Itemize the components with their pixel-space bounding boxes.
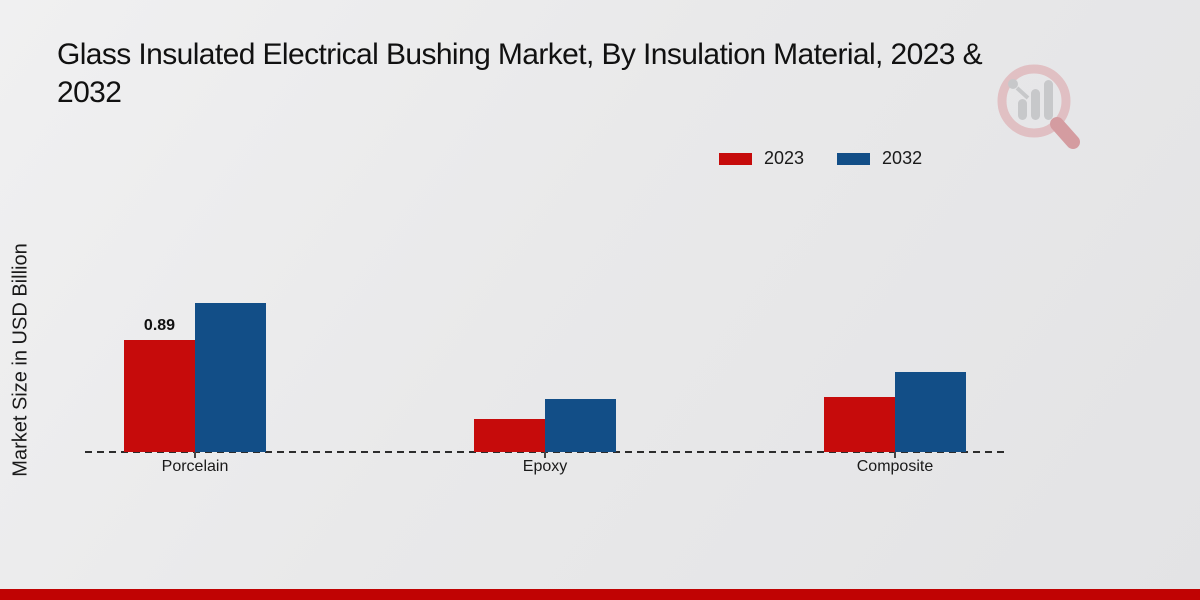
page-title: Glass Insulated Electrical Bushing Marke… bbox=[57, 38, 983, 109]
x-axis-label-composite: Composite bbox=[856, 458, 934, 475]
x-axis-tick-porcelain bbox=[194, 452, 196, 458]
bar-2023-epoxy bbox=[474, 419, 545, 452]
legend-swatch-2023 bbox=[719, 152, 752, 165]
x-axis-tick-epoxy bbox=[544, 452, 546, 458]
x-axis-baseline bbox=[85, 451, 1007, 453]
x-axis-tick-composite bbox=[894, 452, 896, 458]
bar-2032-porcelain bbox=[195, 303, 266, 452]
bar-value-label-porcelain-2023: 0.89 bbox=[143, 317, 176, 334]
bar-2023-composite bbox=[824, 397, 895, 452]
bar-2032-epoxy bbox=[545, 399, 616, 452]
legend: 2023 2032 bbox=[719, 148, 922, 169]
x-axis-label-epoxy: Epoxy bbox=[522, 458, 568, 475]
legend-item-2023: 2023 bbox=[719, 148, 804, 169]
footer-accent-bar bbox=[0, 589, 1200, 600]
legend-swatch-2032 bbox=[837, 152, 871, 165]
legend-label-2023: 2023 bbox=[764, 148, 805, 168]
bar-2032-composite bbox=[895, 372, 966, 452]
legend-item-2032: 2032 bbox=[837, 148, 922, 169]
legend-label-2032: 2032 bbox=[882, 148, 923, 168]
magnifier-bar-chart-logo-icon bbox=[990, 55, 1086, 151]
x-axis-label-porcelain: Porcelain bbox=[161, 458, 229, 475]
bar-2023-porcelain bbox=[124, 340, 195, 452]
